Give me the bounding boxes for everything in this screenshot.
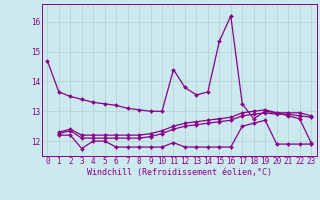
X-axis label: Windchill (Refroidissement éolien,°C): Windchill (Refroidissement éolien,°C) xyxy=(87,168,272,177)
